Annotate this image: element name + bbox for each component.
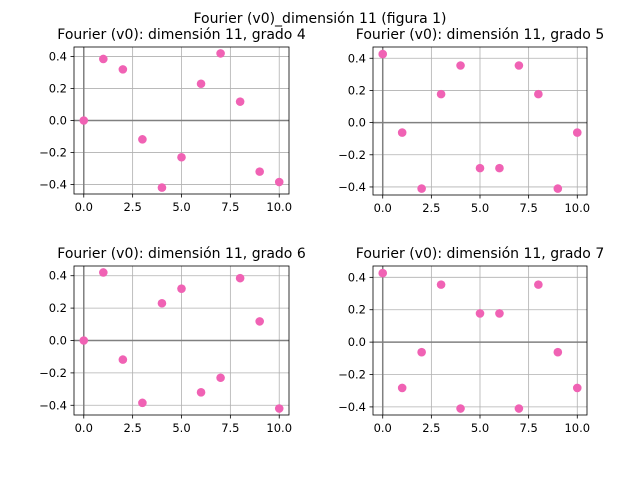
data-point	[534, 280, 543, 289]
data-point	[157, 298, 167, 308]
y-tick-label: −0.2	[39, 145, 67, 159]
data-point	[397, 383, 407, 393]
data-point	[274, 177, 284, 187]
data-point	[196, 388, 206, 397]
y-tick-label: 0.2	[49, 301, 67, 315]
data-point	[138, 135, 147, 144]
data-point	[235, 97, 245, 106]
data-point	[378, 268, 388, 278]
data-point	[572, 128, 582, 137]
data-point	[235, 273, 245, 283]
x-tick-label: 7.5	[519, 421, 537, 435]
data-point	[157, 183, 167, 192]
x-tick-label: 10.0	[266, 421, 292, 435]
data-point	[436, 280, 446, 289]
x-tick-label: 7.5	[221, 421, 239, 435]
y-tick-label: 0.0	[49, 114, 67, 128]
data-point	[456, 61, 465, 70]
y-tick-label: −0.2	[338, 148, 366, 162]
data-point	[436, 89, 446, 99]
data-point	[553, 184, 563, 193]
y-tick-label: 0.0	[348, 116, 366, 130]
x-tick-label: 0.0	[374, 201, 392, 215]
data-point	[177, 152, 186, 162]
x-tick-label: 0.0	[374, 421, 392, 435]
subplot-grado-7: 0.0 2.5 5.0 7.5 10.0 −0.4 −0.2 0.0 0.2 0.4 Fourier…	[338, 246, 604, 435]
subplot-title: Fourier (v0): dimensión 11, grado 5	[356, 27, 604, 43]
data-point	[495, 163, 504, 173]
subplot-grado-5: 0.0 2.5 5.0 7.5 10.0 −0.4 −0.2 0.0 0.2 0.4 Fourier…	[338, 27, 604, 215]
subplot-grid: 0.0 2.5 5.0 7.5 10.0 −0.4 −0.2 0.0 0.2 0.4 Fourier…	[39, 27, 604, 435]
y-tick-label: −0.4	[39, 177, 67, 191]
x-tick-label: 5.0	[172, 200, 190, 214]
y-tick-label: 0.4	[49, 269, 67, 283]
y-tick-label: −0.4	[338, 400, 366, 414]
x-tick-label: 7.5	[519, 201, 537, 215]
subplot-title: Fourier (v0): dimensión 11, grado 6	[57, 246, 306, 262]
data-point	[417, 184, 426, 193]
data-point	[534, 89, 543, 99]
figure-suptitle: Fourier (v0)_dimensión 11 (figura 1)	[193, 11, 446, 27]
y-tick-label: 0.0	[348, 335, 366, 349]
data-point	[177, 284, 186, 293]
data-point	[196, 79, 206, 89]
data-point	[255, 317, 264, 326]
data-point	[378, 49, 388, 59]
y-tick-label: 0.4	[49, 50, 67, 64]
x-tick-label: 2.5	[422, 421, 440, 435]
data-point	[572, 383, 582, 393]
subplot-title: Fourier (v0): dimensión 11, grado 7	[356, 246, 604, 262]
x-tick-label: 2.5	[123, 200, 141, 214]
x-tick-label: 2.5	[123, 421, 141, 435]
data-point	[417, 347, 426, 357]
x-tick-label: 10.0	[564, 421, 590, 435]
data-point	[216, 373, 225, 383]
y-tick-label: −0.2	[338, 368, 366, 382]
data-point	[475, 309, 485, 318]
y-tick-label: 0.4	[348, 270, 366, 284]
data-point	[255, 167, 264, 176]
data-point	[495, 309, 504, 318]
data-point	[138, 398, 147, 408]
subplot-title: Fourier (v0): dimensión 11, grado 4	[57, 27, 306, 43]
y-tick-label: 0.2	[348, 303, 366, 317]
y-tick-label: 0.2	[348, 83, 366, 97]
y-tick-label: −0.2	[39, 366, 67, 380]
data-point	[216, 49, 225, 58]
data-point	[553, 347, 563, 357]
data-point	[79, 336, 89, 345]
x-tick-label: 10.0	[564, 201, 590, 215]
data-point	[475, 163, 485, 173]
subplot-grado-4: 0.0 2.5 5.0 7.5 10.0 −0.4 −0.2 0.0 0.2 0.4 Fourier…	[39, 27, 306, 214]
data-point	[274, 404, 284, 413]
data-point	[514, 61, 524, 70]
data-point	[397, 128, 407, 137]
y-tick-label: −0.4	[338, 180, 366, 194]
data-point	[99, 268, 108, 277]
y-tick-label: 0.4	[348, 51, 366, 65]
x-tick-label: 0.0	[75, 200, 93, 214]
data-point	[118, 65, 128, 74]
x-tick-label: 7.5	[221, 200, 239, 214]
subplot-grado-6: 0.0 2.5 5.0 7.5 10.0 −0.4 −0.2 0.0 0.2 0.4 Fourier…	[39, 246, 306, 435]
data-point	[99, 54, 108, 64]
data-point	[514, 404, 524, 413]
y-tick-label: 0.0	[49, 334, 67, 348]
y-tick-label: 0.2	[49, 82, 67, 96]
x-tick-label: 5.0	[172, 421, 190, 435]
x-tick-label: 0.0	[75, 421, 93, 435]
y-tick-label: −0.4	[39, 398, 67, 412]
x-tick-label: 5.0	[471, 421, 489, 435]
data-point	[118, 355, 128, 364]
data-point	[79, 116, 89, 125]
x-tick-label: 10.0	[266, 200, 292, 214]
x-tick-label: 2.5	[422, 201, 440, 215]
x-tick-label: 5.0	[471, 201, 489, 215]
data-point	[456, 404, 465, 413]
